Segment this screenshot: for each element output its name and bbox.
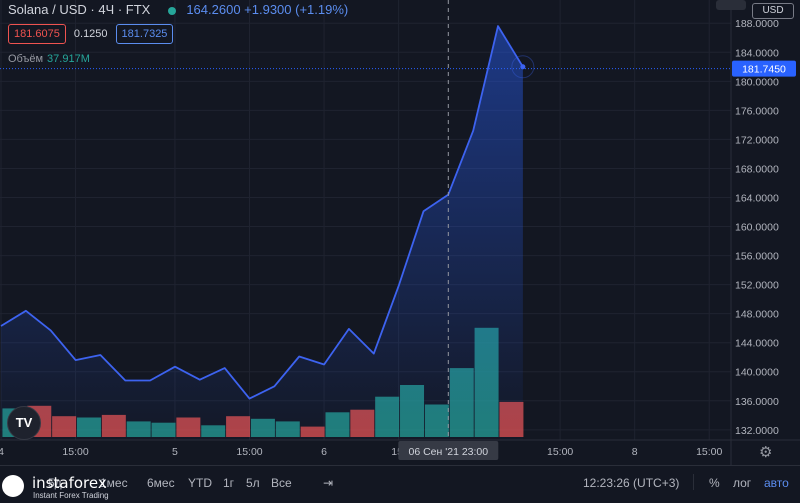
crosshair-time-label: 06 Сен '21 23:00 bbox=[408, 446, 488, 458]
y-tick-label: 164.0000 bbox=[735, 192, 779, 204]
instaforex-logo: instaforex Instant Forex Trading bbox=[2, 471, 114, 501]
chart-menu-button[interactable] bbox=[716, 0, 746, 10]
symbol-header[interactable]: Solana / USD · 4Ч · FTX 164.2600 +1.9300 … bbox=[8, 2, 348, 17]
last-point-marker bbox=[520, 64, 526, 70]
instaforex-logo-icon bbox=[2, 475, 24, 497]
bid-price-button[interactable]: 181.6075 bbox=[8, 24, 66, 44]
x-tick-label: 4 bbox=[0, 446, 4, 458]
last-point-halo bbox=[511, 55, 535, 79]
range-ytd-button[interactable]: YTD bbox=[188, 476, 212, 490]
x-tick-label: 6 bbox=[321, 446, 327, 458]
range-5d-button[interactable]: 5д bbox=[48, 476, 62, 490]
logo-name: instaforex bbox=[32, 474, 107, 492]
logo-tagline: Instant Forex Trading bbox=[33, 491, 109, 500]
price-change: 164.2600 +1.9300 (+1.19%) bbox=[186, 2, 349, 17]
bottom-toolbar: 5д 1мес 6мес YTD 1г 5л Все ⇥ 12:23:26 (U… bbox=[0, 465, 800, 503]
clock-timezone[interactable]: 12:23:26 (UTC+3) bbox=[583, 476, 680, 490]
y-tick-label: 172.0000 bbox=[735, 134, 779, 146]
y-tick-label: 140.0000 bbox=[735, 367, 779, 379]
volume-value: 37.917M bbox=[47, 53, 90, 65]
y-tick-label: 136.0000 bbox=[735, 396, 779, 408]
y-tick-label: 168.0000 bbox=[735, 163, 779, 175]
range-all-button[interactable]: Все bbox=[271, 476, 292, 490]
date-range-icon[interactable]: ⇥ bbox=[323, 476, 334, 490]
range-1m-button[interactable]: 1мес bbox=[100, 476, 128, 490]
bid-ask-row: 181.6075 0.1250 181.7325 bbox=[8, 24, 179, 44]
x-tick-label: 5 bbox=[172, 446, 178, 458]
auto-scale-toggle[interactable]: авто bbox=[764, 476, 789, 490]
gear-icon[interactable]: ⚙ bbox=[759, 444, 773, 461]
range-5y-button[interactable]: 5л bbox=[246, 476, 260, 490]
crosshair-time-tag bbox=[398, 441, 499, 460]
ask-price-button[interactable]: 181.7325 bbox=[115, 24, 174, 44]
y-tick-label: 144.0000 bbox=[735, 338, 779, 350]
y-tick-label: 180.0000 bbox=[735, 76, 779, 88]
current-price-tag[interactable] bbox=[732, 60, 796, 77]
spread-value: 0.1250 bbox=[73, 28, 108, 40]
current-price-label: 181.7450 bbox=[742, 64, 786, 76]
x-tick-label: 15:00 bbox=[62, 446, 88, 458]
log-scale-toggle[interactable]: лог bbox=[733, 476, 752, 490]
y-tick-label: 156.0000 bbox=[735, 251, 779, 263]
price-axis[interactable]: 132.0000 136.0000 140.0000 144.0000 148.0000… bbox=[730, 0, 796, 465]
price-area-fill bbox=[1, 26, 523, 440]
range-6m-button[interactable]: 6мес bbox=[147, 476, 175, 490]
y-tick-label: 132.0000 bbox=[735, 425, 779, 437]
volume-label: Объём bbox=[8, 53, 44, 65]
symbol-title[interactable]: Solana / USD · 4Ч · FTX bbox=[8, 2, 151, 17]
x-tick-label: 8 bbox=[632, 446, 638, 458]
y-tick-label: 188.0000 bbox=[735, 18, 779, 30]
y-tick-label: 160.0000 bbox=[735, 222, 779, 234]
volume-legend: Объём 37.917M bbox=[8, 53, 90, 65]
crosshair bbox=[0, 0, 731, 440]
chart-grid bbox=[0, 0, 731, 440]
price-area bbox=[0, 25, 535, 440]
y-tick-label: 184.0000 bbox=[735, 47, 779, 59]
y-tick-label: 176.0000 bbox=[735, 105, 779, 117]
y-tick-label: 148.0000 bbox=[735, 309, 779, 321]
tradingview-logo-icon[interactable]: TV bbox=[7, 406, 41, 440]
currency-selector[interactable]: USD bbox=[752, 3, 794, 19]
x-tick-label: 15:00 bbox=[547, 446, 573, 458]
price-line bbox=[0, 25, 524, 400]
market-status-dot bbox=[168, 6, 177, 15]
range-1y-button[interactable]: 1г bbox=[223, 476, 235, 490]
toolbar-divider bbox=[693, 474, 694, 490]
percent-scale-toggle[interactable]: % bbox=[709, 476, 720, 490]
y-tick-label: 152.0000 bbox=[735, 280, 779, 292]
x-tick-label: 15:00 bbox=[236, 446, 262, 458]
x-tick-label: 15:00 bbox=[696, 446, 722, 458]
